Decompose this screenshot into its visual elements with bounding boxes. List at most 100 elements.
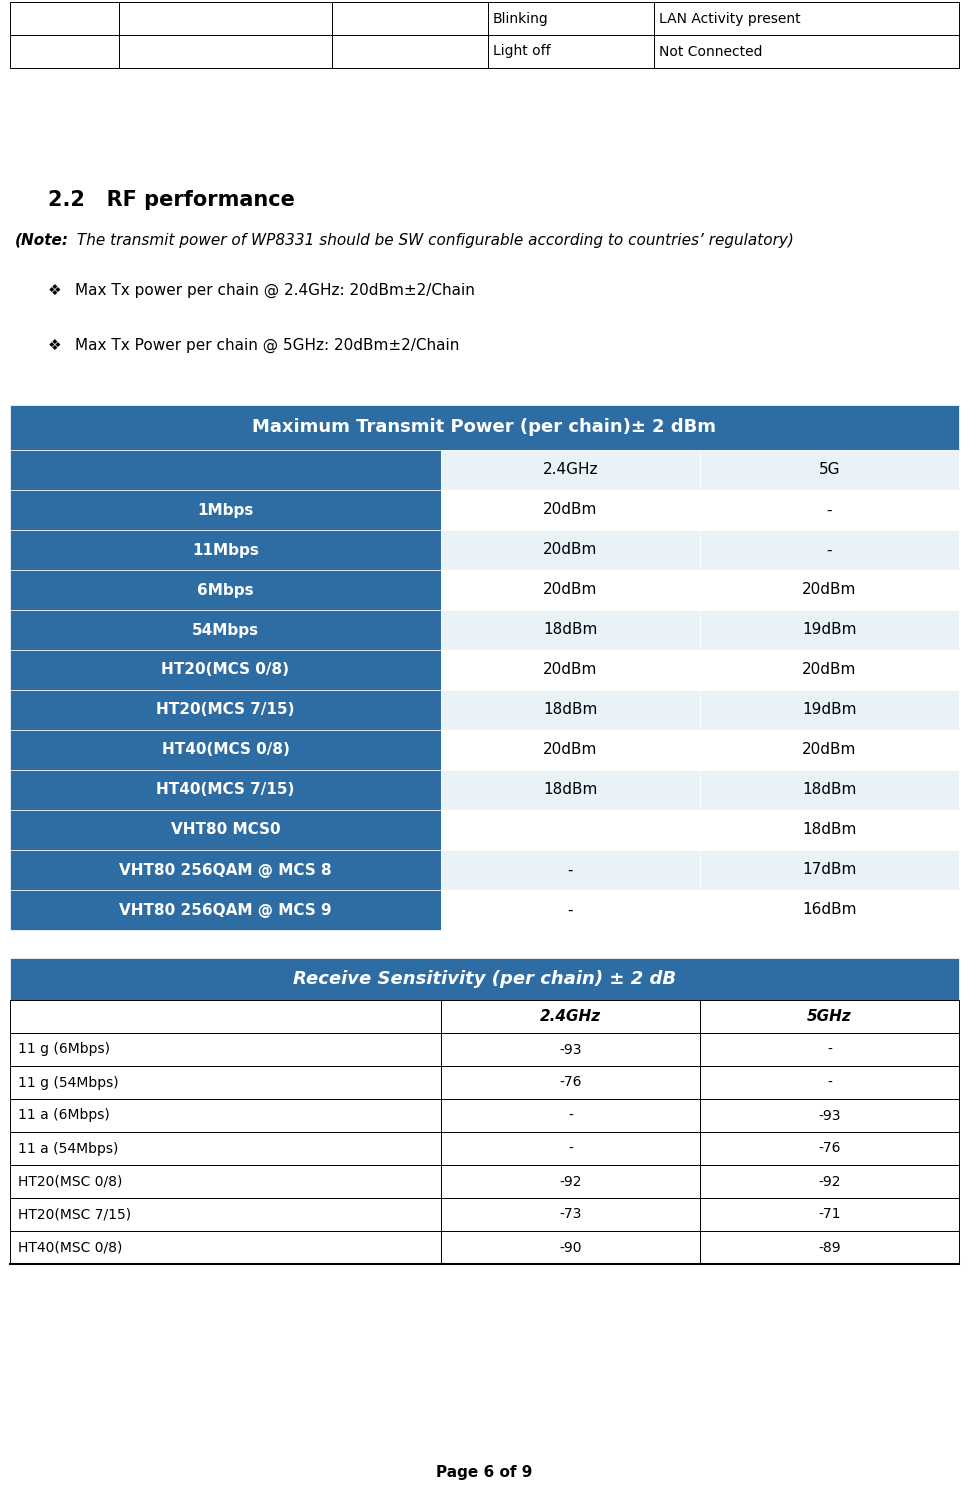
Bar [10, 810, 441, 850]
Bar [700, 810, 959, 850]
Text: 20dBm: 20dBm [544, 503, 598, 518]
Text: Max Tx Power per chain @ 5GHz: 20dBm±2/Chain: Max Tx Power per chain @ 5GHz: 20dBm±2/C… [75, 338, 459, 352]
Bar [441, 1066, 700, 1100]
Bar [441, 1132, 700, 1166]
Bar [332, 2, 488, 34]
Bar [441, 530, 700, 570]
Bar [700, 1132, 959, 1166]
Bar [10, 2, 119, 34]
Text: -93: -93 [559, 1042, 581, 1056]
Text: Not Connected: Not Connected [659, 45, 763, 58]
Text: Light off: Light off [493, 45, 550, 58]
Text: -92: -92 [559, 1174, 581, 1188]
Text: -90: -90 [559, 1240, 581, 1254]
Bar [441, 490, 700, 530]
Text: Max Tx power per chain @ 2.4GHz: 20dBm±2/Chain: Max Tx power per chain @ 2.4GHz: 20dBm±2… [75, 282, 475, 297]
Text: -: - [568, 862, 574, 877]
Bar [10, 1066, 441, 1100]
Text: -: - [828, 1042, 832, 1056]
Bar [10, 650, 441, 690]
Bar [441, 1034, 700, 1066]
Bar [332, 34, 488, 68]
Bar [10, 1100, 441, 1132]
Text: 18dBm: 18dBm [544, 622, 598, 638]
Bar [441, 1000, 700, 1033]
Bar [441, 770, 700, 810]
Bar [10, 490, 441, 530]
Bar [10, 34, 119, 68]
Text: 18dBm: 18dBm [802, 822, 857, 837]
Text: 20dBm: 20dBm [802, 663, 857, 678]
Bar [700, 570, 959, 610]
Bar [700, 1000, 959, 1033]
Text: 20dBm: 20dBm [544, 543, 598, 558]
Bar [10, 730, 441, 770]
Bar [441, 810, 700, 850]
Bar [441, 570, 700, 610]
Bar [700, 1166, 959, 1198]
Bar [441, 1166, 700, 1198]
Bar [10, 405, 959, 450]
Text: 11Mbps: 11Mbps [192, 543, 259, 558]
Text: 2.4GHz: 2.4GHz [540, 1010, 601, 1025]
Text: -93: -93 [818, 1108, 841, 1122]
Text: -: - [827, 543, 832, 558]
Bar [700, 490, 959, 530]
Bar [10, 958, 959, 1000]
Text: Maximum Transmit Power (per chain)± 2 dBm: Maximum Transmit Power (per chain)± 2 dB… [253, 419, 716, 436]
Text: 20dBm: 20dBm [802, 582, 857, 597]
Bar [441, 610, 700, 650]
Bar [700, 850, 959, 889]
Bar [10, 530, 441, 570]
Text: 5GHz: 5GHz [807, 1010, 852, 1025]
Bar [441, 730, 700, 770]
Text: HT20(MCS 0/8): HT20(MCS 0/8) [162, 663, 290, 678]
Bar [700, 610, 959, 650]
Text: 11 a (54Mbps): 11 a (54Mbps) [18, 1142, 118, 1155]
Bar [441, 690, 700, 730]
Bar [700, 1232, 959, 1264]
Bar [700, 1100, 959, 1132]
Text: 5G: 5G [819, 462, 840, 477]
Text: -: - [827, 503, 832, 518]
Text: 20dBm: 20dBm [544, 663, 598, 678]
Bar [10, 570, 441, 610]
Bar [441, 1198, 700, 1231]
Bar [488, 34, 654, 68]
Bar [10, 770, 441, 810]
Text: HT20(MSC 0/8): HT20(MSC 0/8) [18, 1174, 122, 1188]
Text: 19dBm: 19dBm [802, 702, 857, 717]
Bar [10, 450, 441, 491]
Bar [10, 1166, 441, 1198]
Text: 54Mbps: 54Mbps [192, 622, 259, 638]
Bar [10, 1132, 441, 1166]
Text: 18dBm: 18dBm [544, 702, 598, 717]
Text: 20dBm: 20dBm [544, 742, 598, 758]
Bar [700, 450, 959, 491]
Text: HT40(MSC 0/8): HT40(MSC 0/8) [18, 1240, 122, 1254]
Bar [10, 850, 441, 889]
Bar [441, 450, 700, 491]
Bar [10, 1198, 441, 1231]
Text: Blinking: Blinking [493, 12, 548, 26]
Text: ❖: ❖ [48, 282, 62, 297]
Bar [700, 1034, 959, 1066]
Bar [10, 690, 441, 730]
Bar [10, 1000, 441, 1033]
Text: 18dBm: 18dBm [544, 783, 598, 798]
Text: 6Mbps: 6Mbps [197, 582, 254, 597]
Text: VHT80 256QAM @ MCS 8: VHT80 256QAM @ MCS 8 [119, 862, 331, 877]
Text: VHT80 256QAM @ MCS 9: VHT80 256QAM @ MCS 9 [119, 903, 331, 918]
Bar [700, 770, 959, 810]
Bar [119, 34, 332, 68]
Bar [441, 1100, 700, 1132]
Bar [10, 1232, 441, 1264]
Text: HT40(MCS 0/8): HT40(MCS 0/8) [162, 742, 290, 758]
Bar [441, 1232, 700, 1264]
Text: 19dBm: 19dBm [802, 622, 857, 638]
Bar [119, 2, 332, 34]
Text: -71: -71 [818, 1208, 841, 1221]
Bar [488, 2, 654, 34]
Text: 20dBm: 20dBm [802, 742, 857, 758]
Text: Page 6 of 9: Page 6 of 9 [436, 1464, 532, 1479]
